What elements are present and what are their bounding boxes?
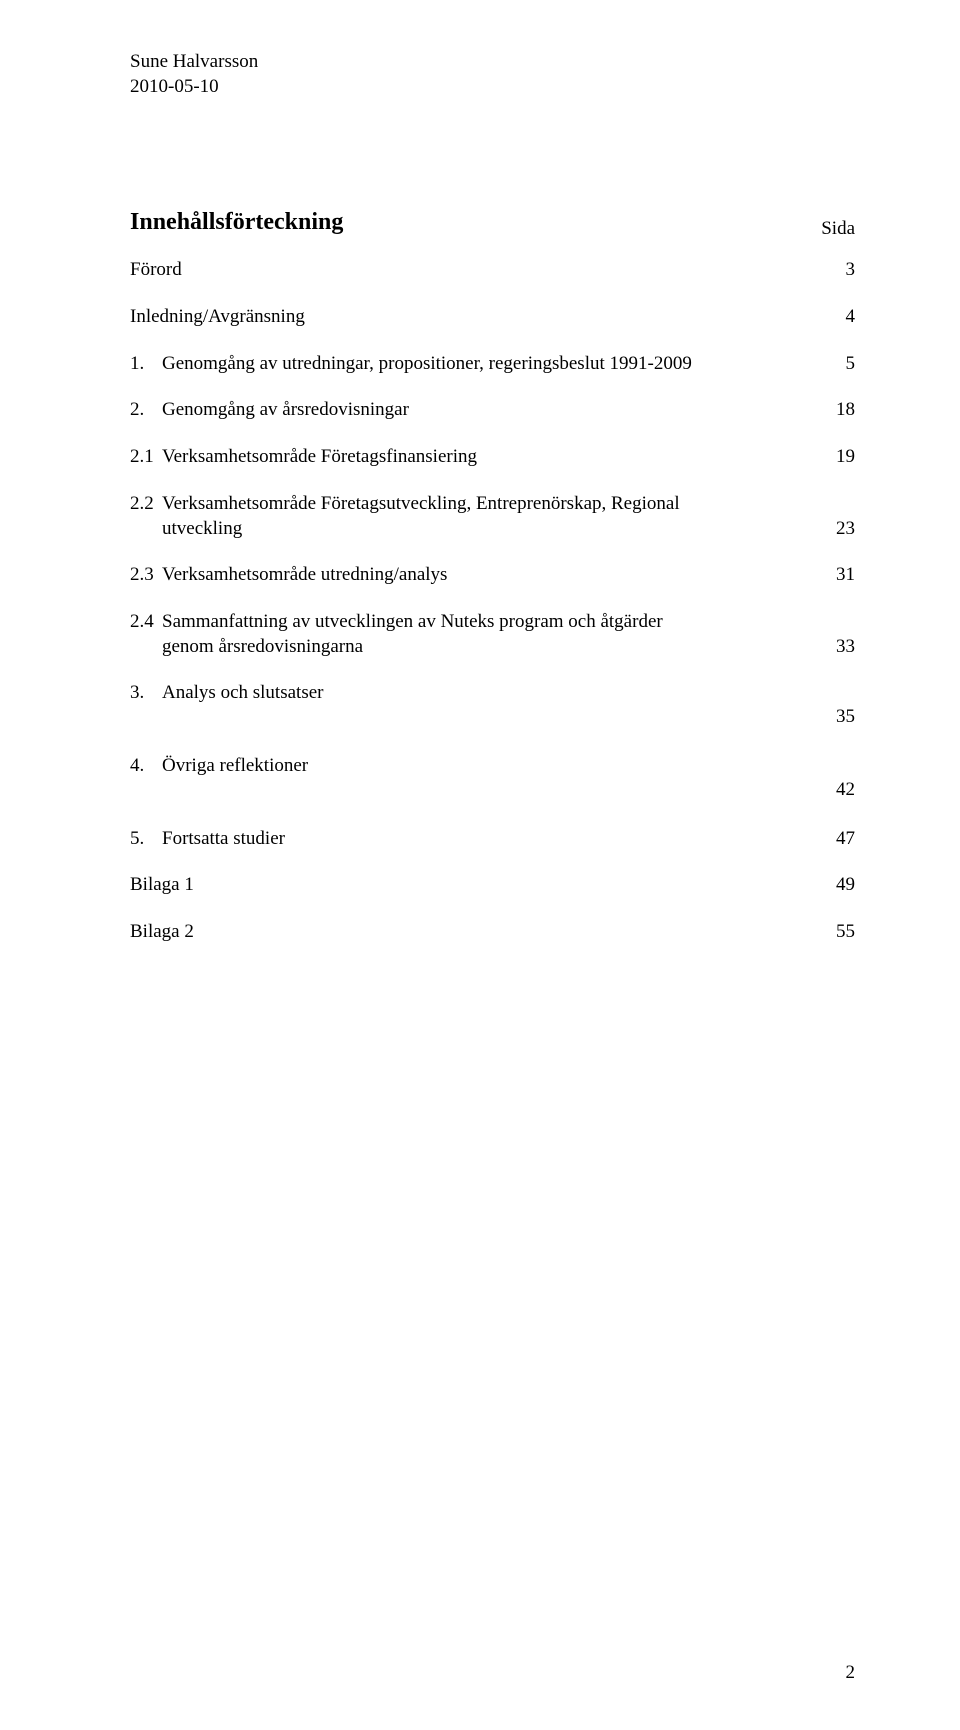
toc-number: 2.3 xyxy=(130,563,162,588)
toc-page: 19 xyxy=(797,445,855,470)
toc-number: 5. xyxy=(130,827,162,852)
header-date: 2010-05-10 xyxy=(130,75,855,100)
toc-label: Inledning/Avgränsning xyxy=(130,305,797,330)
toc-row-2: 2. Genomgång av årsredovisningar 18 xyxy=(130,398,855,423)
toc-page: 3 xyxy=(797,258,855,283)
toc-label: Bilaga 2 xyxy=(130,920,797,945)
toc-number: 4. xyxy=(130,754,162,803)
toc-label: Verksamhetsområde Företagsutveckling, En… xyxy=(162,492,797,541)
toc-number: 1. xyxy=(130,352,162,377)
toc-page: 31 xyxy=(797,563,855,588)
toc-row-1: 1. Genomgång av utredningar, proposition… xyxy=(130,352,855,377)
toc-row-2-2: 2.2 Verksamhetsområde Företagsutveckling… xyxy=(130,492,855,541)
toc-row-2-4: 2.4 Sammanfattning av utvecklingen av Nu… xyxy=(130,610,855,659)
toc-page: 42 xyxy=(797,778,855,803)
toc-label: Förord xyxy=(130,258,797,283)
toc-label: Bilaga 1 xyxy=(130,873,797,898)
toc-label: Verksamhetsområde utredning/analys xyxy=(162,563,797,588)
toc-page: 23 xyxy=(797,517,855,542)
toc-label-line2: utveckling xyxy=(162,517,797,542)
toc-page: 5 xyxy=(797,352,855,377)
toc-label: Fortsatta studier xyxy=(162,827,797,852)
toc-label: Verksamhetsområde Företagsfinansiering xyxy=(162,445,797,470)
toc-label-line1: Verksamhetsområde Företagsutveckling, En… xyxy=(162,492,797,517)
toc-number: 3. xyxy=(130,681,162,730)
toc-row-3: 3. Analys och slutsatser 35 xyxy=(130,681,855,730)
toc-number: 2. xyxy=(130,398,162,423)
toc-label-line1: Övriga reflektioner xyxy=(162,754,797,779)
toc-page: 55 xyxy=(797,920,855,945)
page-number: 2 xyxy=(846,1662,856,1684)
toc-label-line1: Analys och slutsatser xyxy=(162,681,797,706)
toc-page: 35 xyxy=(797,705,855,730)
toc-page: 47 xyxy=(797,827,855,852)
toc-row-2-1: 2.1 Verksamhetsområde Företagsfinansieri… xyxy=(130,445,855,470)
toc-row-bilaga1: Bilaga 1 49 xyxy=(130,873,855,898)
toc-row-5: 5. Fortsatta studier 47 xyxy=(130,827,855,852)
toc-page: 49 xyxy=(797,873,855,898)
toc-row-inledning: Inledning/Avgränsning 4 xyxy=(130,305,855,330)
toc-page: 33 xyxy=(797,635,855,660)
toc-row-4: 4. Övriga reflektioner 42 xyxy=(130,754,855,803)
toc-page: 4 xyxy=(797,305,855,330)
toc-number: 2.1 xyxy=(130,445,162,470)
toc-row-forord: Förord 3 xyxy=(130,258,855,283)
toc-row-bilaga2: Bilaga 2 55 xyxy=(130,920,855,945)
toc-label: Övriga reflektioner xyxy=(162,754,797,803)
toc-number: 2.2 xyxy=(130,492,162,541)
toc-row-2-3: 2.3 Verksamhetsområde utredning/analys 3… xyxy=(130,563,855,588)
toc-label-line1: Sammanfattning av utvecklingen av Nuteks… xyxy=(162,610,797,635)
header-author: Sune Halvarsson xyxy=(130,50,855,75)
document-page: Sune Halvarsson 2010-05-10 Innehållsfört… xyxy=(0,0,960,1730)
toc-number: 2.4 xyxy=(130,610,162,659)
toc-label: Genomgång av utredningar, propositioner,… xyxy=(162,352,797,377)
toc-label: Sammanfattning av utvecklingen av Nuteks… xyxy=(162,610,797,659)
toc-page: 18 xyxy=(797,398,855,423)
toc-label: Genomgång av årsredovisningar xyxy=(162,398,797,423)
toc-label: Analys och slutsatser xyxy=(162,681,797,730)
toc-label-line2: genom årsredovisningarna xyxy=(162,635,797,660)
